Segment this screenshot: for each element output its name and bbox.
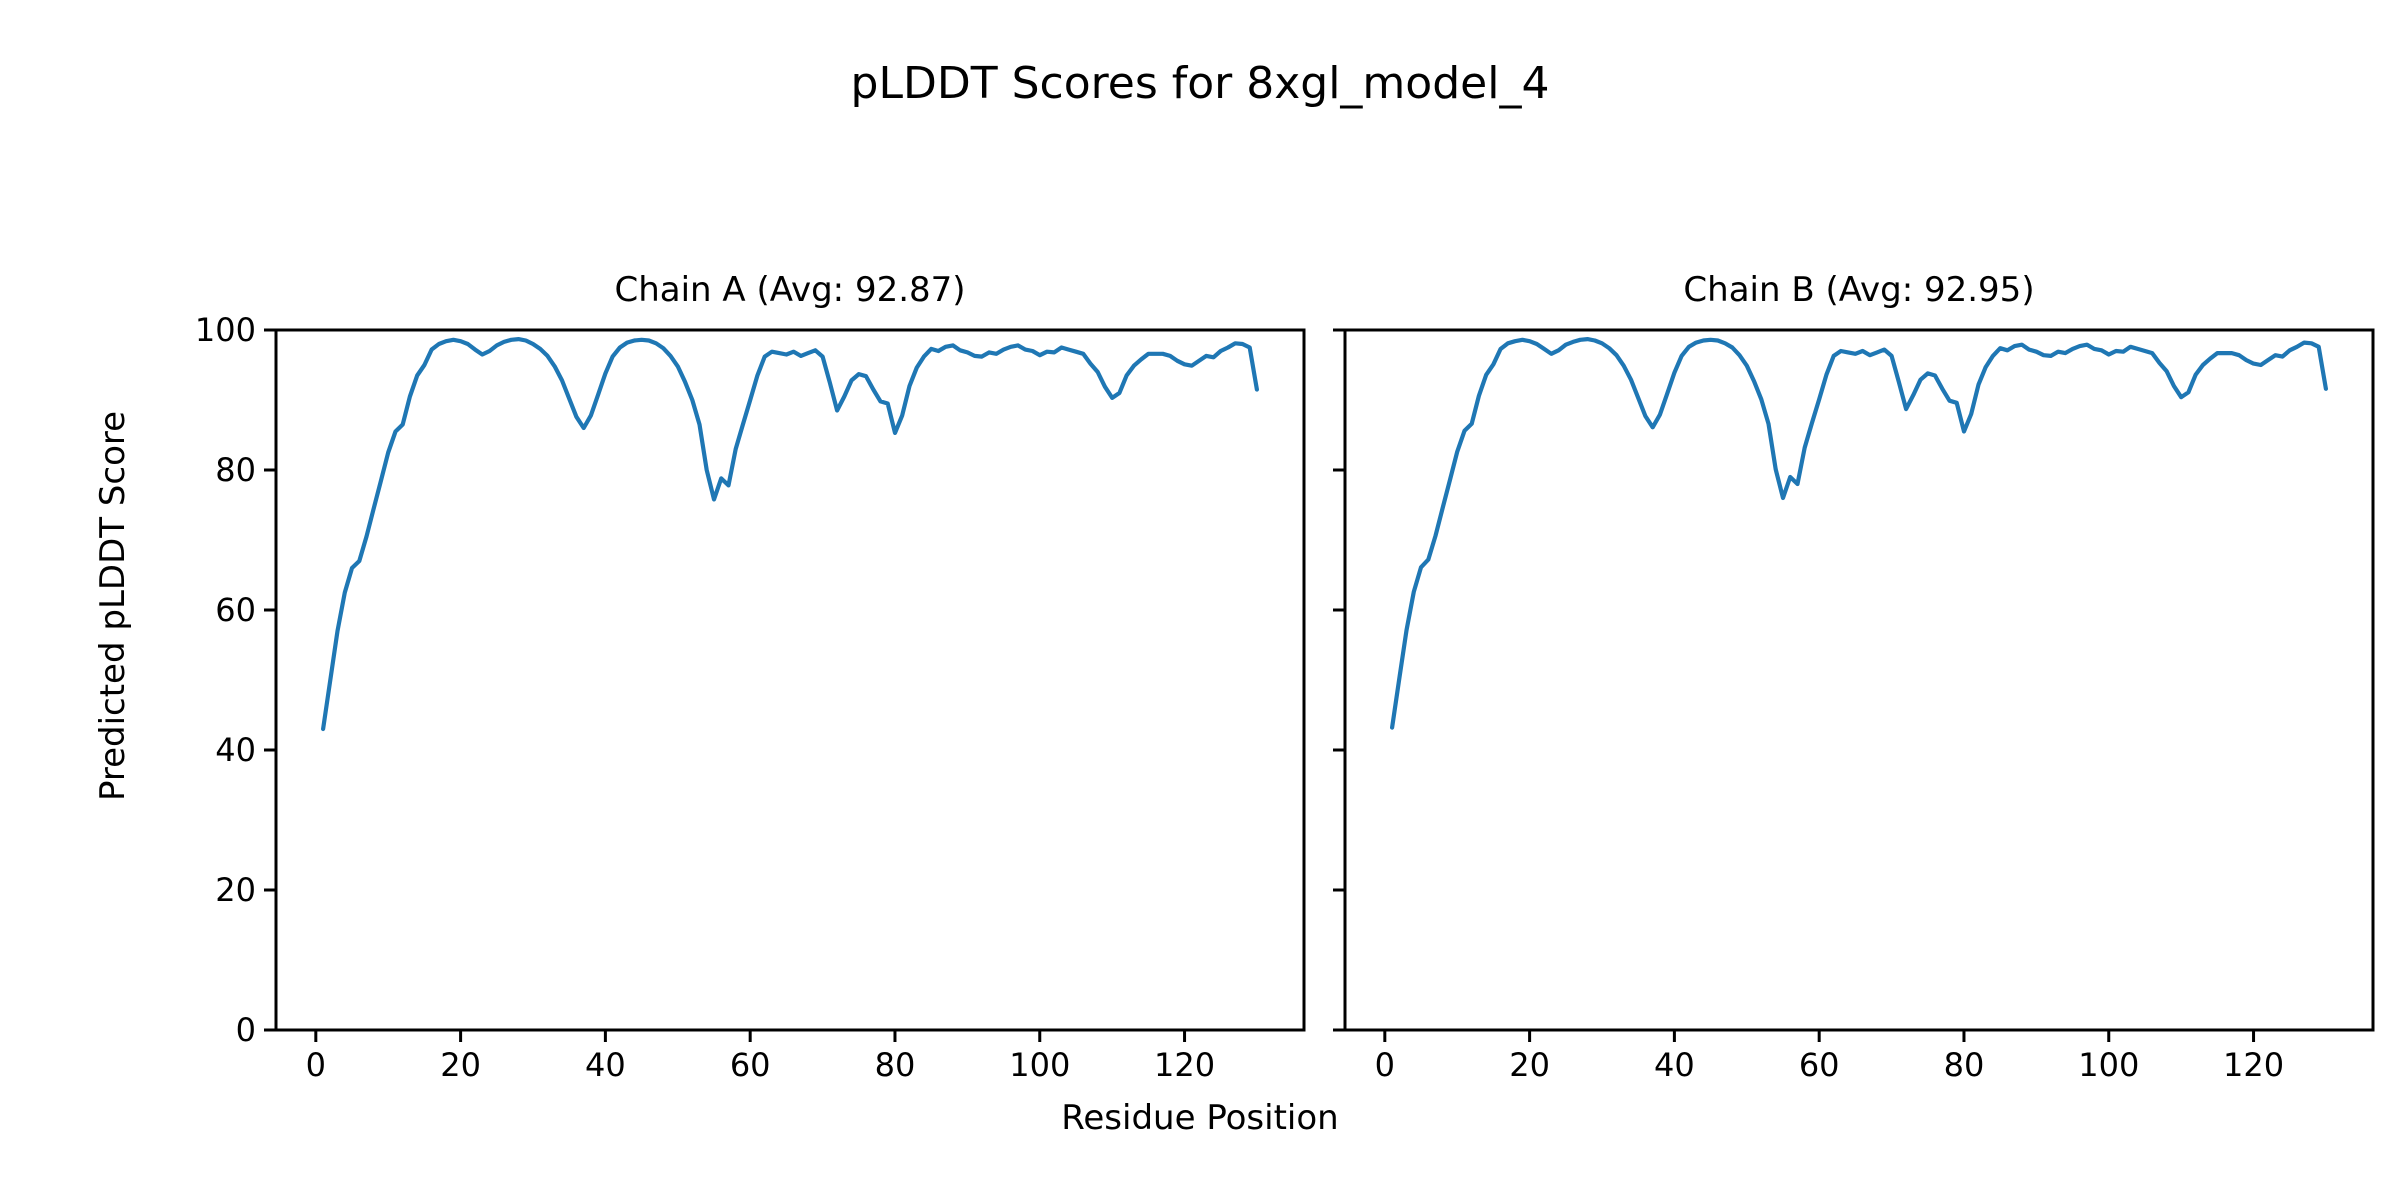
subplot-title-chain-a: Chain A (Avg: 92.87) <box>614 270 966 310</box>
x-tick-label: 40 <box>1654 1046 1695 1084</box>
x-tick-label: 20 <box>440 1046 481 1084</box>
x-tick-label: 0 <box>1375 1046 1395 1084</box>
x-tick-label: 120 <box>1154 1046 1215 1084</box>
x-tick-label: 100 <box>2078 1046 2139 1084</box>
y-tick-label: 100 <box>195 311 256 349</box>
axes-chain-b: 0 20 40 60 80 100 120 <box>1333 328 2375 1084</box>
y-tick-label: 20 <box>215 871 256 909</box>
x-tick-label: 60 <box>730 1046 771 1084</box>
x-tick-label: 100 <box>1009 1046 1070 1084</box>
axes-frame-chain-b <box>1343 328 2375 1032</box>
y-tick-label: 60 <box>215 591 256 629</box>
x-axis-label: Residue Position <box>1061 1098 1339 1138</box>
x-tick-label: 80 <box>875 1046 916 1084</box>
plddt-line-chain-a <box>321 337 1260 732</box>
x-tick-label: 40 <box>585 1046 626 1084</box>
y-tick-label: 40 <box>215 731 256 769</box>
x-tick-label: 80 <box>1944 1046 1985 1084</box>
x-tick-label: 60 <box>1799 1046 1840 1084</box>
y-tick-label: 80 <box>215 451 256 489</box>
subplot-title-chain-b: Chain B (Avg: 92.95) <box>1683 270 2035 310</box>
x-tick-label: 0 <box>306 1046 326 1084</box>
figure-title: pLDDT Scores for 8xgl_model_4 <box>850 58 1550 109</box>
axes-chain-a: 0 20 40 60 80 100 120 0 20 40 60 80 100 <box>195 311 1306 1084</box>
x-tick-label: 120 <box>2223 1046 2284 1084</box>
x-tick-label: 20 <box>1509 1046 1550 1084</box>
plddt-line-chain-b <box>1389 337 2328 730</box>
axes-frame-chain-a <box>274 328 1306 1032</box>
y-tick-label: 0 <box>236 1011 256 1049</box>
